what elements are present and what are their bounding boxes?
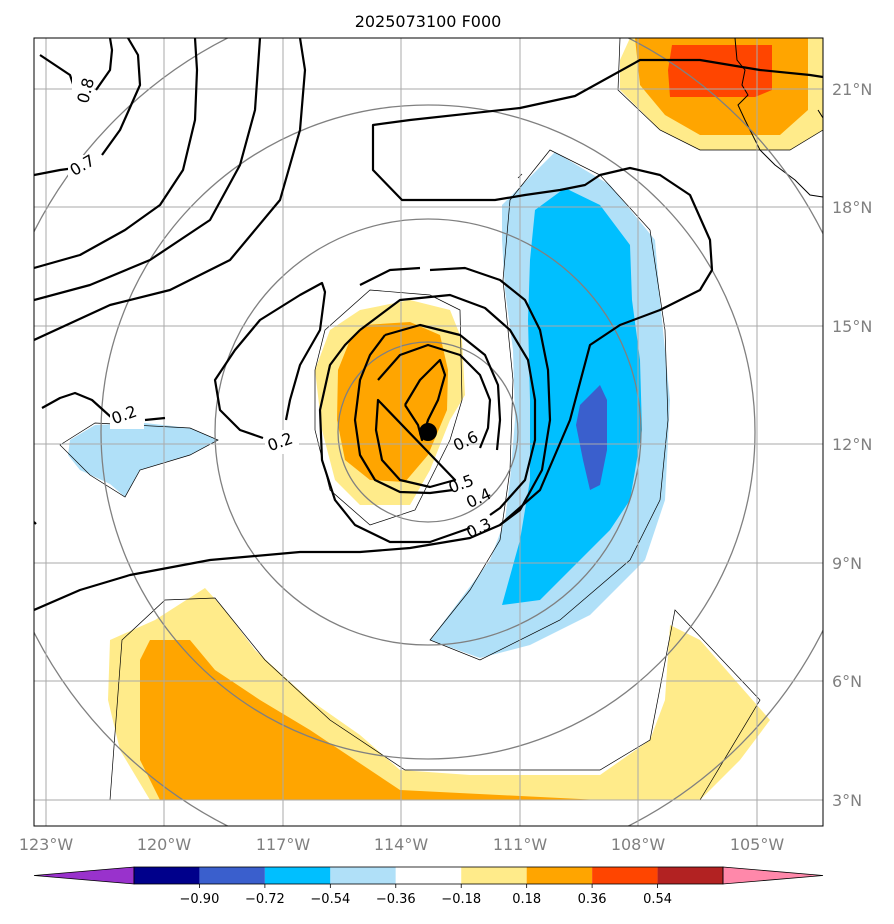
warm-patch-top-right-red bbox=[668, 45, 772, 97]
lon-label: 123°W bbox=[19, 835, 74, 854]
colorbar: −0.90 −0.72 −0.54 −0.36 −0.18 0.18 0.36 0.54 bbox=[33, 866, 824, 907]
colorbar-tick-label: 0.54 bbox=[643, 892, 672, 907]
warm-band-bottom-orange bbox=[140, 640, 600, 800]
colorbar-segment bbox=[134, 867, 200, 884]
colorbar-tick-label: −0.90 bbox=[180, 892, 220, 907]
cool-band-mid bbox=[502, 188, 642, 605]
lon-axis-labels: 123°W 120°W 117°W 114°W 111°W 108°W 105°… bbox=[19, 835, 785, 854]
colorbar-outline bbox=[133, 866, 724, 885]
lat-label: 3°N bbox=[832, 791, 862, 810]
colorbar-segment bbox=[461, 867, 527, 884]
cool-band-core bbox=[576, 385, 607, 490]
warm-core-orange bbox=[337, 322, 448, 482]
colorbar-tick-label: 0.36 bbox=[578, 892, 607, 907]
colorbar-segment bbox=[526, 867, 593, 884]
colorbar-segment bbox=[395, 867, 462, 884]
colorbar-tick-label: 0.18 bbox=[512, 892, 541, 907]
colorbar-tick-label: −0.18 bbox=[441, 892, 481, 907]
storm-center-dot bbox=[419, 423, 437, 441]
contour-labels: 0.8 0.7 0.2 0.2 0.6 0.5 0.4 0.3 bbox=[66, 76, 494, 542]
colorbar-tick-label: −0.72 bbox=[245, 892, 285, 907]
lon-label: 108°W bbox=[611, 835, 666, 854]
lat-label: 15°N bbox=[832, 317, 872, 336]
lat-label: 6°N bbox=[832, 672, 862, 691]
lat-label: 21°N bbox=[832, 80, 872, 99]
map-panel: 0.8 0.7 0.2 0.2 0.6 0.5 0.4 0.3 bbox=[34, 38, 823, 826]
map-title: 2025073100 F000 bbox=[355, 12, 502, 31]
lat-label: 12°N bbox=[832, 435, 872, 454]
colorbar-extend-high bbox=[722, 866, 824, 885]
range-rings bbox=[34, 38, 823, 826]
lat-axis-labels: 21°N 18°N 15°N 12°N 9°N 6°N 3°N bbox=[832, 80, 872, 810]
colorbar-segment bbox=[657, 867, 723, 884]
colorbar-segment bbox=[264, 867, 331, 884]
colorbar-segment bbox=[199, 867, 265, 884]
colorbar-segment bbox=[330, 867, 396, 884]
lon-label: 114°W bbox=[374, 835, 429, 854]
lat-label: 9°N bbox=[832, 554, 862, 573]
colorbar-segment bbox=[592, 867, 658, 884]
colorbar-extend-low bbox=[33, 866, 135, 885]
colorbar-tick-label: −0.36 bbox=[376, 892, 416, 907]
lon-label: 111°W bbox=[493, 835, 548, 854]
cool-patch-left bbox=[68, 423, 218, 497]
lon-label: 120°W bbox=[137, 835, 192, 854]
lat-label: 18°N bbox=[832, 198, 872, 217]
map-frame bbox=[33, 37, 824, 827]
colorbar-tick-label: −0.54 bbox=[310, 892, 350, 907]
bold-contours bbox=[34, 38, 823, 612]
lon-label: 117°W bbox=[256, 835, 311, 854]
lon-label: 105°W bbox=[730, 835, 785, 854]
